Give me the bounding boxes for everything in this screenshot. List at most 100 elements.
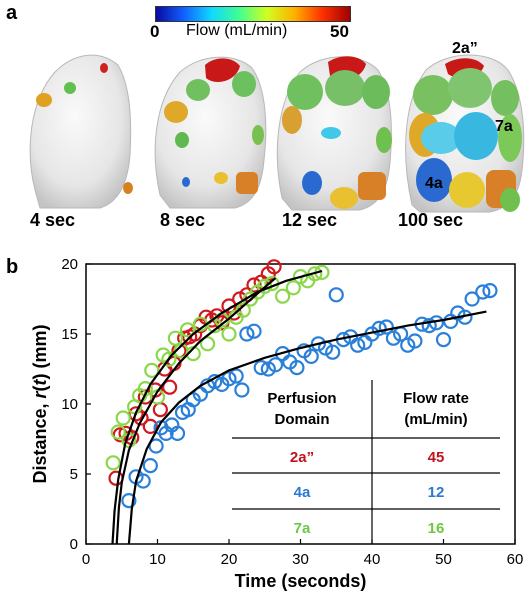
domain-blob — [282, 106, 302, 134]
domain-blob — [214, 172, 228, 184]
data-point-4a — [228, 368, 244, 384]
panel-b-label: b — [6, 256, 19, 278]
domain-blob — [454, 112, 498, 160]
table-cell-domain: 2a” — [290, 449, 314, 466]
data-point-7a — [199, 336, 216, 352]
data-point-4a — [303, 348, 319, 365]
table-cell-domain: 7a — [294, 520, 311, 537]
domain-blob — [413, 75, 453, 115]
distance-vs-time-chart: 0 10 20 30 40 50 60 0 5 10 15 20 Time (seconds) Dista… — [30, 256, 524, 591]
domain-blob — [100, 63, 108, 73]
data-point-4a — [371, 320, 387, 337]
table-header-flow: (mL/min) — [404, 411, 467, 428]
time-label-4sec: 4 sec — [30, 210, 76, 230]
data-point-7a — [235, 302, 251, 318]
domain-blob — [236, 172, 258, 194]
domain-blob — [64, 82, 76, 94]
data-point-4a — [328, 287, 344, 303]
data-point-7a — [144, 362, 160, 379]
colorbar-title: Flow (mL/min) — [186, 22, 288, 39]
brain-12sec — [276, 56, 392, 211]
data-point-4a — [482, 282, 498, 299]
domain-blob — [358, 172, 386, 200]
y-tick-label: 10 — [61, 396, 78, 413]
domain-blob — [448, 68, 492, 108]
x-tick-label: 30 — [292, 551, 309, 568]
domain-blob — [36, 93, 52, 107]
brain-4sec — [29, 54, 133, 209]
x-tick-label: 50 — [435, 551, 452, 568]
table-cell-flow: 45 — [428, 449, 445, 466]
data-point-4a — [435, 331, 452, 348]
data-point-7a — [167, 330, 183, 346]
data-point-7a — [115, 410, 131, 426]
domain-blob — [449, 172, 485, 208]
data-point-4a — [121, 493, 137, 509]
time-label-100sec: 100 sec — [398, 210, 464, 230]
panel-a-label: a — [6, 2, 18, 24]
y-tick-label: 15 — [61, 326, 78, 343]
x-tick-label: 40 — [364, 551, 381, 568]
domain-blob — [321, 127, 341, 139]
data-point-4a — [378, 319, 394, 335]
domain-blob — [491, 80, 519, 116]
data-point-7a — [161, 351, 177, 367]
data-point-4a — [253, 359, 269, 376]
annotation-7a: 7a — [495, 118, 513, 135]
table-cell-domain: 4a — [294, 484, 311, 501]
colorbar-max-label: 50 — [330, 22, 349, 41]
annotation-4a: 4a — [425, 175, 443, 192]
data-point-4a — [421, 317, 437, 334]
data-point-4a — [239, 326, 255, 342]
data-point-7a — [110, 424, 126, 440]
flow-colorbar — [155, 6, 351, 22]
y-axis-label: Distance, r(t) (mm) — [30, 324, 50, 483]
domain-blob — [123, 182, 133, 194]
x-axis-label: Time (seconds) — [235, 571, 367, 591]
data-point-2a — [142, 418, 158, 434]
data-point-4a — [475, 284, 491, 300]
x-tick-label: 60 — [507, 551, 524, 568]
data-point-4a — [169, 425, 186, 441]
time-label-12sec: 12 sec — [282, 210, 338, 230]
fit-curve-7a — [111, 269, 323, 545]
domain-blob — [421, 122, 461, 154]
data-point-2a — [162, 379, 178, 395]
data-point-4a — [267, 357, 284, 373]
domain-blob — [182, 177, 190, 187]
domain-blob — [175, 132, 189, 148]
data-point-4a — [142, 458, 158, 474]
brain-100sec — [405, 54, 525, 213]
data-point-7a — [105, 455, 121, 471]
domain-blob — [325, 70, 365, 106]
data-point-7a — [179, 322, 196, 338]
domain-blob — [500, 188, 520, 212]
domain-blob — [330, 187, 358, 209]
time-label-8sec: 8 sec — [160, 210, 206, 230]
data-point-4a — [289, 359, 305, 376]
domain-blob — [302, 171, 322, 195]
table-header-domain: Perfusion — [267, 390, 336, 407]
x-tick-label: 10 — [149, 551, 166, 568]
data-point-7a — [275, 288, 291, 304]
data-point-2a — [108, 470, 124, 486]
data-point-7a — [221, 326, 237, 342]
domain-blob — [232, 71, 256, 97]
brain-perfusion-renderings — [29, 54, 525, 213]
y-tick-label: 0 — [70, 536, 78, 553]
data-point-2a — [266, 259, 282, 275]
data-point-2a — [152, 402, 168, 418]
table-header-flow: Flow rate — [403, 390, 469, 407]
domain-blob — [416, 158, 452, 202]
data-point-4a — [221, 371, 237, 387]
fit-curve-2a — [115, 277, 277, 545]
x-tick-label: 20 — [221, 551, 238, 568]
domain-blob — [376, 127, 392, 153]
domain-blob — [287, 74, 323, 110]
domain-blob — [205, 58, 240, 82]
domain-blob — [498, 114, 522, 162]
domain-blob — [164, 101, 188, 123]
fit-curve-4a — [127, 310, 487, 545]
domain-blob — [186, 79, 210, 101]
x-tick-label: 0 — [82, 551, 90, 568]
